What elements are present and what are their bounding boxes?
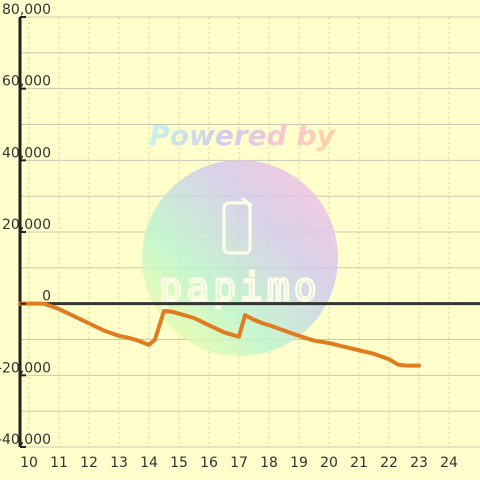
watermark-circle — [142, 160, 338, 356]
x-tick-label: 23 — [410, 455, 428, 471]
x-tick-label: 22 — [380, 455, 398, 471]
grid — [20, 16, 480, 448]
x-tick-label: 17 — [230, 455, 248, 471]
series-line — [18, 301, 421, 368]
x-tick-label: 15 — [170, 455, 188, 471]
watermark: Powered by papimo — [142, 119, 338, 356]
x-tick-label: 12 — [80, 455, 98, 471]
x-tick-label: 24 — [440, 455, 458, 471]
x-tick-label: 19 — [290, 455, 308, 471]
x-tick-label: 16 — [200, 455, 218, 471]
y-tick-labels: -40,000 -20,000 0 20,000 40,000 60,000 80,000 — [0, 2, 51, 448]
x-tick-label: 10 — [20, 455, 38, 471]
x-tick-label: 18 — [260, 455, 278, 471]
watermark-phone-icon — [222, 201, 252, 255]
y-tick-label: 80,000 — [2, 2, 51, 18]
y-tick-label: 60,000 — [2, 74, 51, 90]
x-tick-label: 20 — [320, 455, 338, 471]
y-tick-label: -20,000 — [0, 360, 51, 376]
watermark-powered-by: Powered by — [149, 119, 336, 152]
x-tick-label: 21 — [350, 455, 368, 471]
x-tick-label: 11 — [50, 455, 68, 471]
x-tick-label: 14 — [140, 455, 158, 471]
y-tick-label: 40,000 — [2, 145, 51, 161]
y-tick-label: -40,000 — [0, 432, 51, 448]
x-tick-labels: 10 11 12 13 14 15 16 17 18 19 20 21 22 23 24 — [20, 455, 458, 471]
x-tick-label: 13 — [110, 455, 128, 471]
y-tick-label: 0 — [42, 289, 51, 305]
series-layer — [18, 301, 421, 368]
y-tick-label: 20,000 — [2, 217, 51, 233]
